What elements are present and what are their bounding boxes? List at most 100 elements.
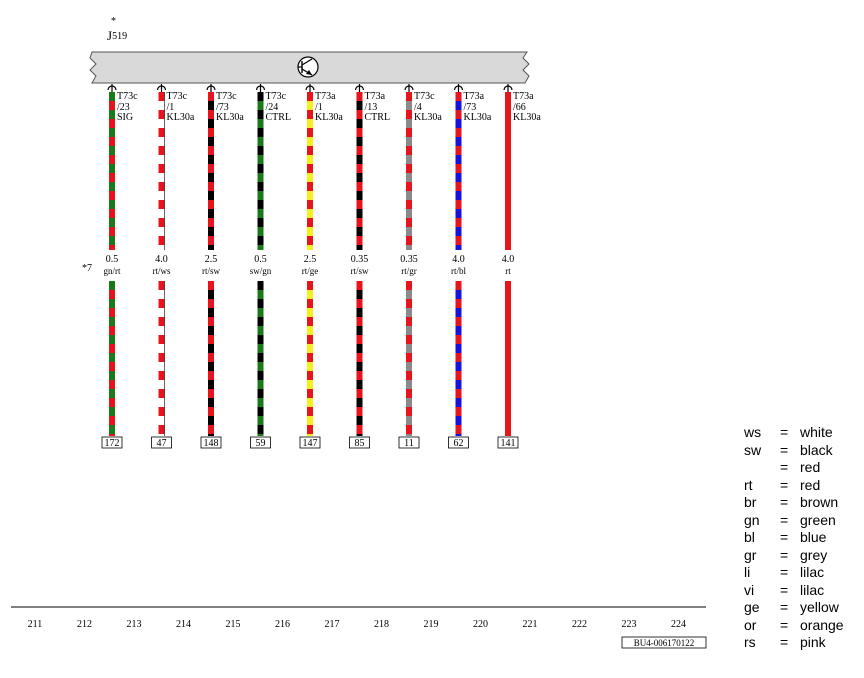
grid-number: 219: [424, 619, 439, 630]
ref-number: 62: [454, 438, 464, 449]
ref-number: 148: [204, 438, 219, 449]
legend-color-name: lilac: [800, 564, 825, 580]
pin-connector: [107, 84, 117, 92]
pin-label: /4: [414, 102, 422, 113]
grid-number: 214: [176, 619, 191, 630]
ref-number: 47: [157, 438, 167, 449]
ref-number: 11: [404, 438, 414, 449]
grid-number: 211: [28, 619, 43, 630]
legend-color-name: orange: [800, 616, 844, 633]
legend-equals: =: [780, 529, 789, 545]
legend-color-name: lilac: [800, 581, 825, 598]
wire-size: 2.5: [205, 254, 218, 265]
ref-number: 85: [355, 438, 365, 449]
pin-label: /66: [513, 102, 526, 113]
legend-color-name: white: [800, 424, 833, 440]
legend-equals: =: [780, 441, 789, 458]
grid-number: 217: [325, 619, 340, 630]
wires-layer: T73c/23SIG0.5gn/rt172T73c/1KL30a4.0rt/ws…: [101, 84, 541, 449]
legend-color-name: red: [800, 459, 821, 475]
ref-box: 147: [299, 436, 321, 449]
pin-connector: [453, 84, 464, 92]
legend-color-name: black: [800, 441, 833, 458]
grid-number: 218: [374, 619, 389, 630]
legend-color-name: pink: [800, 634, 826, 650]
legend-equals: =: [780, 494, 789, 510]
wire-size: 0.35: [351, 254, 369, 265]
wire-size: 4.0: [502, 254, 515, 265]
legend-code: gn: [744, 511, 760, 528]
component-name: J519: [107, 28, 127, 43]
pin-label: KL30a: [464, 112, 492, 123]
pin-connector: [503, 84, 513, 92]
pin-connector: [354, 84, 365, 92]
ref-box: 47: [151, 436, 172, 449]
pin-label: T73c: [117, 91, 138, 102]
pin-label: T73c: [266, 91, 287, 102]
pin-label: T73a: [513, 91, 534, 102]
pin-label: T73c: [216, 91, 237, 102]
legend-code: li: [744, 564, 751, 580]
wire-size: 4.0: [155, 254, 168, 265]
wire-color-code: rt/ge: [302, 266, 319, 276]
wire-color-code: rt/sw: [202, 266, 221, 276]
grid-number: 224: [671, 619, 686, 630]
pin-connector: [156, 84, 167, 92]
wire-color-code: sw/gn: [250, 266, 272, 276]
legend-code: br: [744, 494, 757, 510]
pin-label: T73a: [464, 91, 485, 102]
pin-label: KL30a: [414, 112, 442, 123]
note-star7: *7: [82, 263, 92, 274]
ref-number: 147: [303, 438, 318, 449]
grid-numbers: 211 212 213 214 215 216 217 218 219 220 221 222 223 2…: [28, 619, 686, 630]
pin-label: T73c: [414, 91, 435, 102]
grid-number: 213: [127, 619, 142, 630]
doc-id: BU4-006170122: [634, 638, 695, 648]
legend-color-name: red: [800, 476, 821, 493]
wire-color-code: rt: [505, 266, 511, 276]
wire-color-code: rt/ws: [153, 266, 171, 276]
ref-box: 172: [101, 436, 123, 449]
wire-color-code: gn/rt: [104, 266, 121, 276]
legend-equals: =: [780, 511, 789, 528]
wire-size: 0.35: [400, 254, 418, 265]
pin-label: /24: [266, 102, 279, 113]
grid-number: 215: [226, 619, 241, 630]
legend-equals: =: [780, 581, 789, 598]
legend-color-name: blue: [800, 529, 827, 545]
component-star: *: [111, 16, 116, 27]
ref-box: 62: [448, 436, 469, 449]
pin-label: KL30a: [513, 112, 541, 123]
legend-code: or: [744, 616, 757, 633]
grid-number: 212: [77, 619, 92, 630]
pin-label: CTRL: [266, 112, 292, 123]
pin-label: KL30a: [315, 112, 343, 123]
component-name-sub: 519: [112, 31, 127, 42]
ref-number: 141: [501, 438, 516, 449]
pin-label: SIG: [117, 112, 133, 123]
ref-number: 59: [256, 438, 266, 449]
wire-size: 0.5: [106, 254, 119, 265]
legend-color-name: grey: [800, 546, 828, 563]
grid-number: 222: [572, 619, 587, 630]
pin-label: CTRL: [365, 112, 391, 123]
pin-label: /13: [365, 102, 378, 113]
ref-box: 148: [200, 436, 222, 449]
legend-code: rt: [744, 476, 753, 493]
legend-code: ge: [744, 599, 760, 615]
doc-id-box: [621, 636, 707, 649]
pin-label: /73: [464, 102, 477, 113]
transistor-icon: [297, 56, 319, 78]
wire-size: 2.5: [304, 254, 317, 265]
pin-connector: [255, 84, 266, 92]
legend-color-name: brown: [800, 494, 839, 510]
legend-code: gr: [744, 546, 757, 563]
pin-connector: [206, 84, 216, 92]
